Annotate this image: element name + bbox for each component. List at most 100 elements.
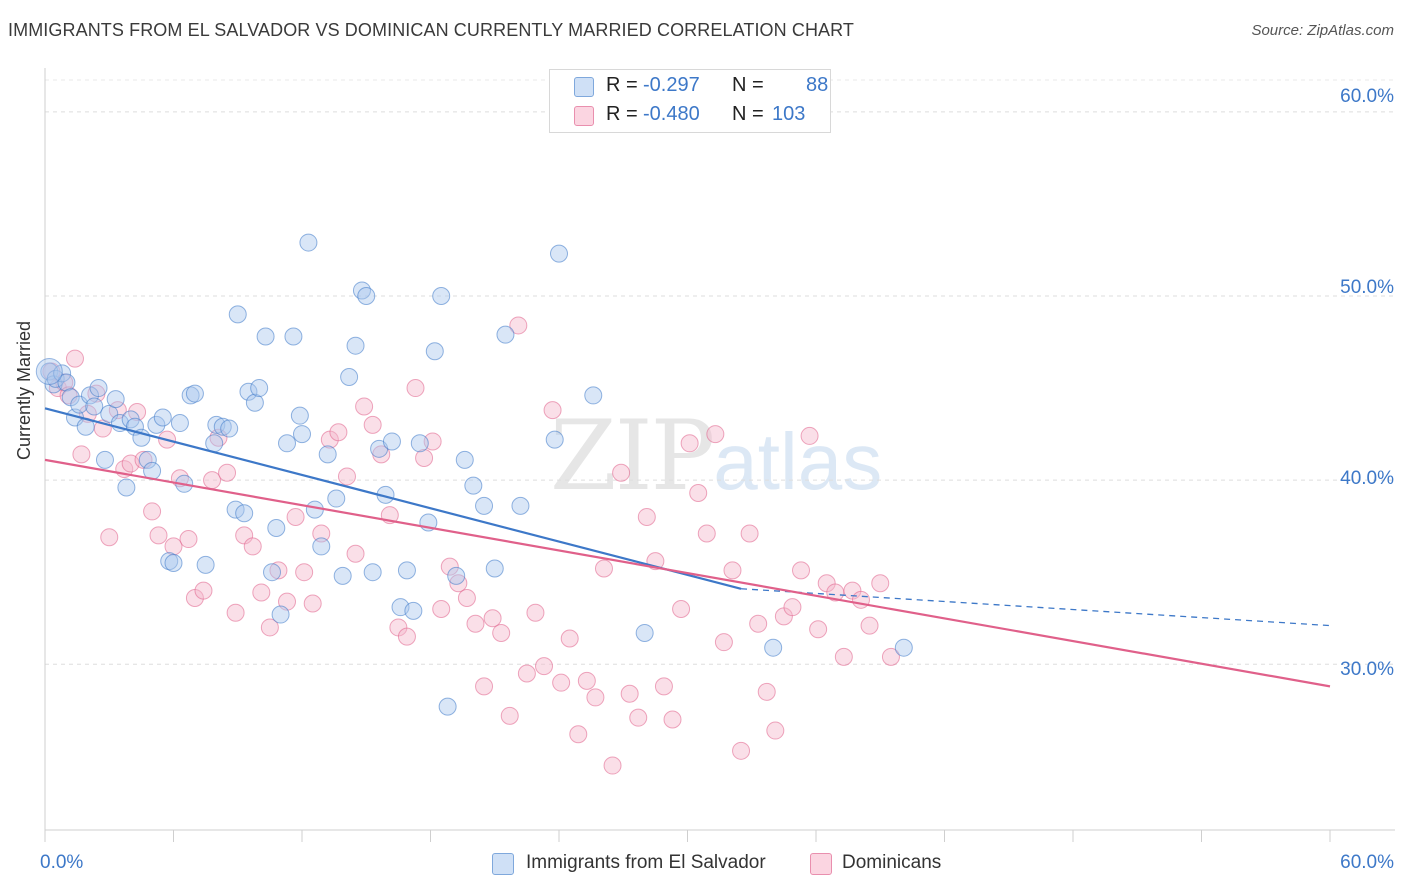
el-salvador-point xyxy=(464,476,483,495)
el-salvador-point xyxy=(164,553,183,572)
dominican-point xyxy=(654,677,673,696)
el-salvador-point xyxy=(95,450,114,469)
legend-label-el-salvador: Immigrants from El Salvador xyxy=(526,852,766,873)
dominican-point xyxy=(128,402,147,421)
el-salvador-point xyxy=(496,325,515,344)
dominican-point xyxy=(203,471,222,490)
chart-legend: Immigrants from El Salvador Dominicans xyxy=(0,852,1406,878)
dominican-point xyxy=(466,614,485,633)
el-salvador-point xyxy=(299,233,318,252)
stats-r-label: R = xyxy=(606,103,638,125)
y-axis-label: Currently Married xyxy=(14,320,34,460)
dominican-point xyxy=(560,629,579,648)
dominican-point xyxy=(577,671,596,690)
dominican-point xyxy=(594,559,613,578)
el-salvador-point xyxy=(185,384,204,403)
el-salvador-point xyxy=(397,561,416,580)
el-salvador-point xyxy=(263,563,282,582)
stats-n-label: N = xyxy=(732,103,764,125)
dominican-point xyxy=(526,603,545,622)
el-salvador-point xyxy=(635,623,654,642)
el-salvador-cluster-point xyxy=(35,357,63,385)
dominican-point xyxy=(65,349,84,368)
el-salvador-point xyxy=(545,430,564,449)
dominican-point xyxy=(226,603,245,622)
dominican-point xyxy=(860,616,879,635)
dominican-point xyxy=(672,600,691,619)
chart-title: IMMIGRANTS FROM EL SALVADOR VS DOMINICAN… xyxy=(8,20,855,40)
el-salvador-point xyxy=(327,489,346,508)
y-tick-label-40: 40.0% xyxy=(1340,468,1394,489)
el-salvador-point xyxy=(117,478,136,497)
y-tick-label-50: 50.0% xyxy=(1340,277,1394,298)
dominican-point xyxy=(179,530,198,549)
dominican-trendline xyxy=(44,458,1331,688)
el-salvador-point xyxy=(89,379,108,398)
stats-row-dominicans: R = -0.480 N = 103 xyxy=(550,101,830,131)
el-salvador-point xyxy=(340,368,359,386)
el-salvador-point xyxy=(475,496,494,515)
dominican-point xyxy=(329,423,348,442)
dominican-point xyxy=(732,741,751,760)
dominican-point xyxy=(492,623,511,642)
stats-swatch-blue xyxy=(574,77,594,97)
dominican-point xyxy=(517,664,536,683)
dominican-point xyxy=(871,574,890,593)
dominican-point xyxy=(243,537,262,556)
el-salvador-point xyxy=(256,327,275,346)
el-salvador-point xyxy=(205,434,224,453)
el-salvador-point xyxy=(333,566,352,585)
el-salvador-point xyxy=(485,559,504,578)
dominican-point xyxy=(303,594,322,613)
dominican-point xyxy=(723,561,742,580)
dominican-point xyxy=(449,574,468,593)
dominican-point xyxy=(749,614,768,633)
dominican-point xyxy=(663,710,682,729)
watermark-atlas: atlas xyxy=(713,417,883,506)
dominican-point xyxy=(363,415,382,434)
el-salvador-point xyxy=(363,563,382,582)
dominican-point xyxy=(766,721,785,740)
legend-swatch-dominicans xyxy=(810,853,832,875)
el-salvador-point xyxy=(85,397,104,416)
dominican-point xyxy=(552,673,571,692)
el-salvador-point xyxy=(318,445,337,464)
dominican-point xyxy=(543,401,562,420)
legend-label-dominicans: Dominicans xyxy=(842,852,942,873)
dominican-point xyxy=(143,502,162,521)
stats-row-el-salvador: R = -0.297 N = 88 xyxy=(550,72,830,102)
dominican-point xyxy=(295,563,314,582)
dominican-point xyxy=(706,425,725,444)
el-salvador-point xyxy=(290,406,309,425)
stats-r-value: -0.297 xyxy=(643,74,700,96)
el-salvador-point xyxy=(357,286,376,305)
dominican-point xyxy=(637,507,656,526)
el-salvador-point xyxy=(239,382,258,401)
el-salvador-point xyxy=(213,417,232,436)
dominican-point xyxy=(740,524,759,543)
el-salvador-point xyxy=(153,408,172,427)
dominican-point xyxy=(714,633,733,652)
el-salvador-point xyxy=(550,244,568,263)
stats-n-value: 103 xyxy=(772,103,806,125)
el-salvador-point xyxy=(220,419,239,438)
el-salvador-point xyxy=(584,386,603,405)
el-salvador-point xyxy=(228,305,247,324)
el-salvador-point xyxy=(271,605,290,624)
stats-swatch-pink xyxy=(574,106,594,126)
el-salvador-point xyxy=(410,434,429,453)
y-tick-label-60: 60.0% xyxy=(1340,86,1394,107)
stats-n-label: N = xyxy=(732,74,764,96)
el-salvador-point xyxy=(138,450,157,469)
el-salvador-trendline xyxy=(44,407,742,590)
dominican-point xyxy=(252,583,271,602)
el-salvador-trendline-extension xyxy=(741,588,1331,627)
el-salvador-point xyxy=(284,327,303,346)
el-salvador-point xyxy=(226,500,245,519)
el-salvador-point xyxy=(455,450,474,469)
el-salvador-point xyxy=(250,379,269,398)
dominican-point xyxy=(440,557,459,576)
el-salvador-point xyxy=(196,555,215,574)
el-salvador-point xyxy=(432,286,451,305)
